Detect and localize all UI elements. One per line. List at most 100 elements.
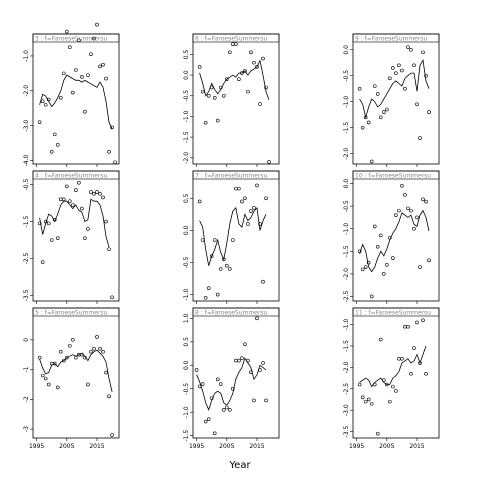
- data-point: [52, 361, 57, 366]
- data-point: [68, 45, 72, 50]
- panel-4: 4 : f=FaroeseSummersu -0.5 -1.5 -2.5 -3.5: [23, 170, 120, 304]
- data-point: [261, 279, 265, 284]
- data-point: [231, 42, 235, 46]
- data-point: [360, 267, 365, 272]
- data-point: [403, 193, 407, 197]
- data-point: [424, 371, 428, 376]
- data-point: [71, 90, 75, 95]
- data-point: [406, 206, 410, 211]
- data-point: [409, 371, 413, 376]
- x-tick-label: 2015: [89, 443, 104, 450]
- y-tick-label: -2.5: [23, 252, 30, 264]
- panel-frame: [32, 33, 120, 165]
- data-point: [40, 99, 45, 104]
- data-point: [206, 417, 211, 422]
- data-point: [83, 236, 87, 240]
- data-point: [64, 355, 69, 360]
- data-point: [360, 125, 365, 130]
- panel-3: 9 : f=FaroeseSummersu 0.0 -0.5 -1.0 -1.5 -2.0: [343, 33, 440, 167]
- panel-frame: [32, 307, 120, 439]
- data-point: [89, 52, 93, 57]
- data-point: [264, 85, 268, 90]
- data-point: [58, 349, 63, 354]
- y-tick-label: -3.0: [343, 404, 350, 416]
- data-point: [237, 358, 241, 363]
- data-point: [267, 160, 271, 164]
- data-point: [258, 368, 262, 372]
- data-point: [212, 96, 217, 100]
- trend-line: [359, 59, 430, 119]
- data-point: [92, 346, 96, 351]
- data-point: [372, 224, 377, 229]
- data-point: [215, 292, 220, 297]
- data-point: [415, 320, 419, 325]
- strip-title: 3 : f=FaroeseSummersu: [35, 35, 107, 42]
- data-point: [89, 190, 93, 194]
- y-tick-label: 0.5: [183, 193, 190, 203]
- data-point: [89, 349, 93, 354]
- data-point: [86, 382, 90, 387]
- data-point: [388, 399, 392, 404]
- y-tick-label: 0.0: [343, 179, 350, 189]
- data-point: [215, 118, 220, 123]
- data-point: [418, 361, 422, 365]
- y-tick-label: -1.5: [183, 131, 190, 143]
- data-point: [212, 238, 217, 242]
- y-tick-label: -1: [23, 366, 30, 372]
- data-point: [415, 215, 419, 220]
- data-point: [86, 73, 90, 77]
- data-point: [98, 64, 102, 69]
- data-point: [68, 199, 72, 203]
- y-tick-label: -2.0: [183, 152, 190, 164]
- data-point: [234, 42, 238, 46]
- data-point: [415, 102, 419, 107]
- data-point: [228, 267, 232, 271]
- data-point: [110, 433, 114, 437]
- y-tick-label: -2.5: [343, 290, 350, 302]
- data-point: [258, 102, 262, 106]
- strip-title: 9 : f=FaroeseSummersu: [355, 35, 427, 42]
- data-point: [421, 197, 425, 202]
- y-tick-label: -1.0: [343, 223, 350, 235]
- data-point: [234, 358, 238, 363]
- data-point: [40, 373, 45, 378]
- panel-1: 3 : f=FaroeseSummersu -1.0 -2.0 -3.0 -4.0: [23, 22, 120, 167]
- data-point: [64, 29, 69, 34]
- data-point: [46, 97, 51, 102]
- data-point: [224, 405, 229, 410]
- data-point: [209, 254, 214, 258]
- data-point: [375, 431, 380, 436]
- data-point: [421, 318, 425, 323]
- data-point: [264, 398, 268, 403]
- data-point: [403, 324, 407, 329]
- data-point: [372, 382, 377, 387]
- data-point: [243, 342, 247, 346]
- data-point: [243, 69, 247, 73]
- data-point: [74, 188, 78, 192]
- data-point: [107, 150, 111, 154]
- data-point: [110, 125, 114, 130]
- data-point: [378, 233, 383, 238]
- data-point: [261, 361, 265, 365]
- data-point: [384, 382, 389, 387]
- data-point: [107, 394, 111, 399]
- data-point: [95, 190, 99, 194]
- data-point: [71, 338, 75, 342]
- data-point: [101, 349, 105, 354]
- data-point: [378, 115, 383, 120]
- panel-frame: [352, 170, 440, 302]
- data-point: [246, 89, 250, 94]
- trend-line: [359, 209, 430, 273]
- y-tick-label: -3.0: [23, 120, 30, 132]
- y-tick-label: -1.5: [23, 215, 30, 227]
- data-point: [203, 120, 208, 125]
- data-point: [412, 63, 416, 68]
- panel-frame: [192, 170, 280, 302]
- x-tick-label: 2015: [249, 443, 264, 450]
- strip-title: 6 : f=FaroeseSummersu: [195, 35, 267, 42]
- data-point: [378, 337, 383, 342]
- data-point: [200, 238, 205, 242]
- data-point: [215, 377, 220, 382]
- data-point: [101, 195, 105, 200]
- data-point: [357, 249, 362, 254]
